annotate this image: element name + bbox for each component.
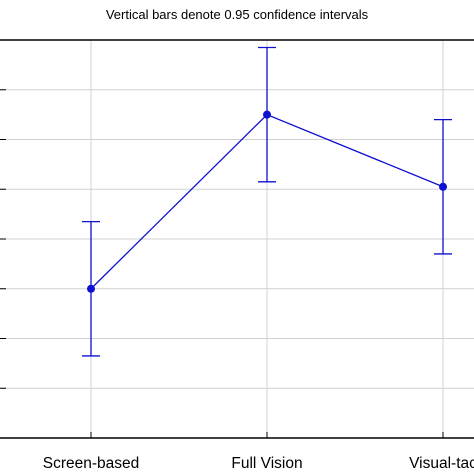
plot-frame [0, 39, 474, 439]
x-tick-label-2: Visual-tac [409, 455, 474, 472]
data-point-0 [87, 284, 95, 293]
series-layer [82, 46, 452, 357]
axis-ticks [0, 89, 444, 438]
chart-subtitle: Vertical bars denote 0.95 confidence int… [106, 7, 369, 22]
data-point-1 [263, 110, 271, 119]
x-tick-label-0: Screen-based [43, 455, 140, 472]
x-tick-labels: Screen-based Full Vision Visual-tac [43, 455, 474, 472]
data-point-2 [439, 182, 447, 191]
x-tick-label-1: Full Vision [231, 455, 302, 472]
grid [0, 40, 474, 438]
